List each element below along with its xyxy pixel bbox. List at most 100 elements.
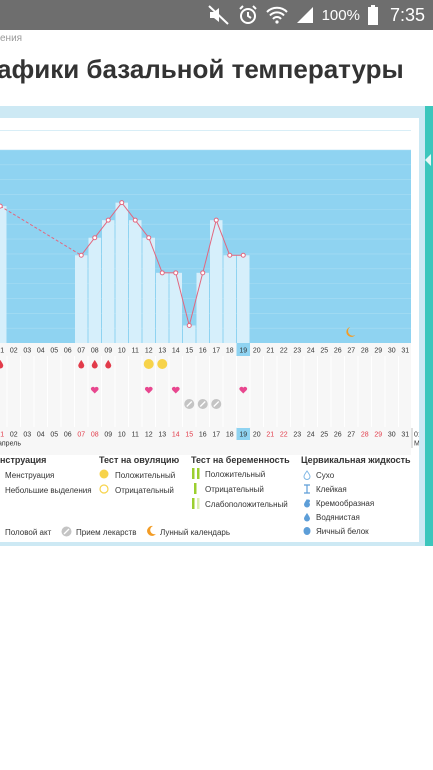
day-label-top[interactable]: 13 [158,348,166,355]
day-label-top[interactable]: 23 [293,348,301,355]
day-label-bottom[interactable]: 06 [64,432,72,439]
temperature-point[interactable] [186,322,192,328]
breadcrumb[interactable]: ения [0,33,23,44]
day-label-bottom[interactable]: 29 [374,432,382,439]
day-label-top[interactable]: 07 [77,348,85,355]
day-label-top[interactable]: 24 [307,348,315,355]
day-label-bottom[interactable]: 21 [266,432,274,439]
day-label-bottom[interactable]: 20 [253,432,261,439]
temperature-point[interactable] [240,252,246,258]
temperature-point[interactable] [200,270,206,276]
panel-arrow-icon[interactable] [425,154,431,166]
day-label-bottom[interactable]: 15 [185,432,193,439]
ovulation-positive-icon[interactable] [157,359,168,369]
day-label-bottom[interactable]: 09 [104,432,112,439]
day-label-bottom[interactable]: 19 [239,432,247,439]
day-label-top[interactable]: 06 [64,348,72,355]
day-label-bottom[interactable]: 01 [0,432,4,439]
temperature-point[interactable] [213,217,219,223]
day-label-top[interactable]: 31 [401,348,409,355]
day-label-bottom[interactable]: 28 [361,432,369,439]
day-label-bottom[interactable]: 13 [158,432,166,439]
day-label-top[interactable]: 14 [172,348,180,355]
day-label-bottom[interactable]: 31 [401,432,409,439]
temperature-point[interactable] [78,252,84,258]
day-label-bottom[interactable]: 23 [293,432,301,439]
temperature-point[interactable] [146,235,152,241]
day-label-bottom[interactable]: 14 [172,432,180,439]
pregnancy-positive-icon [192,468,200,479]
temperature-point[interactable] [227,252,233,258]
ovulation-positive-icon[interactable] [143,359,154,369]
temperature-point[interactable] [92,235,98,241]
day-label-top[interactable]: 25 [320,348,328,355]
day-label-top[interactable]: 30 [388,348,396,355]
day-label-bottom[interactable]: 17 [212,432,220,439]
day-label-bottom[interactable]: 16 [199,432,207,439]
day-label-bottom[interactable]: 02 [10,432,18,439]
day-label-top[interactable]: 11 [132,348,139,355]
temperature-point[interactable] [105,217,111,223]
menstruation-drop-icon[interactable] [78,360,85,369]
day-label-top[interactable]: 04 [37,348,45,355]
day-label-top[interactable]: 09 [104,348,112,355]
day-label-bottom[interactable]: 25 [320,432,328,439]
day-label-bottom[interactable]: 08 [91,432,99,439]
temperature-point[interactable] [132,217,138,223]
day-label-bottom[interactable]: 04 [37,432,45,439]
day-label-bottom[interactable]: 10 [118,432,126,439]
day-label-top[interactable]: 22 [280,348,288,355]
temperature-line [94,219,109,239]
temperature-point[interactable] [173,270,179,276]
day-label-bottom[interactable]: 11 [132,432,139,439]
day-label-top[interactable]: 19 [239,348,247,355]
legend-cervical-creamy: Кремообразная [316,499,375,508]
temperature-line [121,202,136,221]
day-label-bottom[interactable]: 07 [77,432,85,439]
temperature-point[interactable] [119,200,125,206]
temperature-point[interactable] [0,203,3,209]
day-label-bottom[interactable]: 12 [145,432,153,439]
day-label-bottom[interactable]: 03 [23,432,31,439]
day-label-top[interactable]: 02 [10,348,18,355]
intercourse-heart-icon[interactable] [90,386,99,394]
day-label-bottom[interactable]: 30 [388,432,396,439]
day-label-top[interactable]: 18 [226,348,234,355]
side-panel-tab[interactable] [425,106,433,546]
menstruation-drop-icon[interactable] [91,360,98,369]
chart-top-border [0,130,411,131]
day-label-bottom[interactable]: 05 [50,432,58,439]
temperature-point[interactable] [159,270,165,276]
intercourse-heart-icon[interactable] [171,386,180,394]
day-label-bottom[interactable]: 18 [226,432,234,439]
temperature-bar [169,272,182,343]
day-label-top[interactable]: 27 [347,348,355,355]
day-label-bottom[interactable]: 27 [347,432,355,439]
intercourse-heart-icon[interactable] [144,386,153,394]
menstruation-drop-icon[interactable] [0,360,4,369]
legend-cervical-dry: Сухо [316,471,335,480]
medication-icon-stroke [213,401,220,407]
day-label-top[interactable]: 17 [212,348,220,355]
day-label-top[interactable]: 03 [23,348,31,355]
battery-percent: 100% [321,6,360,24]
day-label-top[interactable]: 05 [50,348,58,355]
intercourse-heart-icon[interactable] [239,386,248,394]
day-label-top[interactable]: 12 [145,348,153,355]
day-label-bottom[interactable]: 26 [334,432,342,439]
day-label-top[interactable]: 08 [91,348,99,355]
day-label-top[interactable]: 16 [199,348,207,355]
next-month-day[interactable]: 01 [414,432,419,439]
day-label-top[interactable]: 28 [361,348,369,355]
day-label-top[interactable]: 29 [374,348,382,355]
day-label-top[interactable]: 15 [185,348,193,355]
menstruation-drop-icon[interactable] [105,360,112,369]
day-label-bottom[interactable]: 22 [280,432,288,439]
day-label-top[interactable]: 10 [118,348,126,355]
day-label-top[interactable]: 26 [334,348,342,355]
pregnancy-weak-icon [192,498,200,509]
day-label-top[interactable]: 20 [253,348,261,355]
day-label-bottom[interactable]: 24 [307,432,315,439]
day-label-top[interactable]: 01 [0,348,4,355]
day-label-top[interactable]: 21 [266,348,274,355]
